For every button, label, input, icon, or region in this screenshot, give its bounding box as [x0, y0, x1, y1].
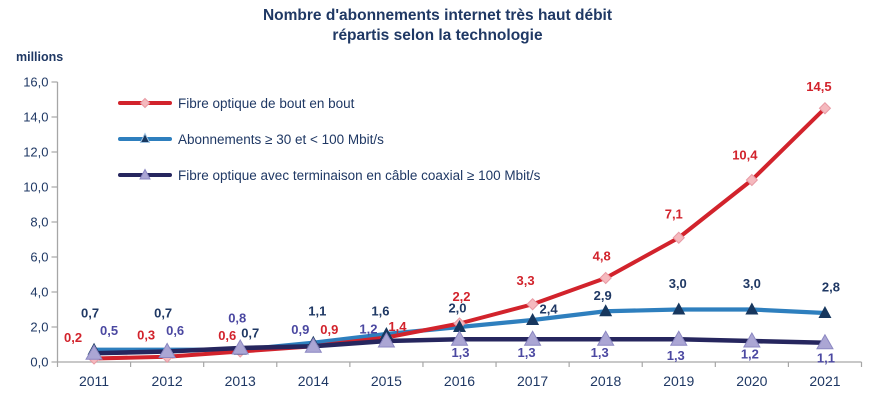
triangle-marker-icon	[599, 304, 613, 317]
triangle-marker-icon	[139, 132, 151, 143]
data-label-abonnements-30-100-2012: 0,7	[154, 305, 172, 320]
legend-marker-coaxial-triangle-icon	[118, 168, 172, 180]
chart-title-line1: Nombre d'abonnements internet très haut …	[262, 7, 613, 24]
diamond-marker-icon	[599, 271, 612, 285]
triangle-marker-icon	[158, 342, 176, 358]
x-tick-label-2019: 2019	[663, 373, 694, 389]
data-label-fibre-2020: 10,4	[732, 148, 758, 163]
x-tick-label-2013: 2013	[225, 373, 256, 389]
legend-label-fibre-optique: Fibre optique de bout en bout	[178, 95, 355, 111]
triangle-marker-icon	[743, 331, 761, 348]
triangle-marker-icon	[231, 338, 250, 355]
chart-title: Nombre d'abonnements internet très haut …	[0, 6, 875, 45]
y-tick-label: 14,0	[23, 110, 48, 125]
triangle-marker-icon	[377, 331, 396, 348]
legend-label-cable-coaxial: Fibre optique avec terminaison en câble …	[178, 167, 541, 183]
legend-item-fibre-optique: Fibre optique de bout en bout	[118, 94, 540, 112]
data-label-fibre-2017: 3,3	[517, 273, 535, 288]
x-tick-label-2020: 2020	[736, 373, 767, 389]
data-label-abonnements-30-100-2014: 1,1	[308, 303, 326, 318]
triangle-marker-icon	[139, 168, 151, 180]
triangle-marker-icon	[450, 330, 469, 346]
data-label-fibre-2013: 0,6	[218, 328, 236, 343]
triangle-marker-icon	[745, 302, 759, 315]
data-label-fibre-2021: 14,5	[806, 79, 831, 94]
triangle-marker-icon	[669, 330, 688, 346]
triangle-marker-icon	[85, 344, 103, 360]
data-label-coaxial-2016: 1,3	[451, 345, 469, 360]
data-label-fibre-2012: 0,3	[137, 327, 155, 342]
data-label-coaxial-2021: 1,1	[817, 350, 835, 365]
data-label-coaxial-2013: 0,8	[228, 311, 246, 326]
y-tick-label: 12,0	[23, 145, 48, 160]
data-label-coaxial-2017: 1,3	[518, 345, 536, 360]
data-label-fibre-2016: 2,2	[452, 289, 470, 304]
diamond-marker-icon	[672, 231, 685, 244]
y-axis-unit-label: millions	[16, 50, 64, 64]
data-label-abonnements-30-100-2020: 3,0	[743, 276, 761, 291]
triangle-marker-icon	[526, 313, 540, 325]
data-label-fibre-2011: 0,2	[64, 330, 82, 345]
x-tick-label-2016: 2016	[444, 373, 475, 389]
triangle-marker-icon	[596, 330, 615, 346]
data-label-fibre-2015: 1,4	[388, 319, 407, 334]
y-tick-label: 6,0	[30, 250, 48, 265]
data-label-coaxial-2012: 0,6	[166, 323, 184, 338]
y-tick-label: 16,0	[23, 75, 48, 90]
legend-item-cable-coaxial: Fibre optique avec terminaison en câble …	[118, 166, 540, 184]
data-label-coaxial-2014: 0,9	[291, 322, 309, 337]
data-label-abonnements-30-100-2021: 2,8	[822, 280, 840, 295]
triangle-marker-icon	[818, 306, 832, 318]
data-label-abonnements-30-100-2018: 2,9	[594, 288, 612, 303]
diamond-marker-icon	[139, 97, 151, 109]
data-label-fibre-2019: 7,1	[665, 206, 683, 221]
y-tick-label: 8,0	[30, 215, 48, 230]
y-tick-label: 10,0	[23, 180, 48, 195]
data-label-abonnements-30-100-2019: 3,0	[669, 276, 687, 291]
legend-label-abonnements-30-100: Abonnements ≥ 30 et < 100 Mbit/s	[178, 131, 384, 147]
triangle-marker-icon	[816, 333, 834, 350]
data-label-abonnements-30-100-2011: 0,7	[81, 305, 99, 320]
y-tick-label: 4,0	[30, 285, 48, 300]
legend-marker-fibre-diamond-icon	[118, 97, 172, 109]
legend: Fibre optique de bout en bout Abonnement…	[118, 94, 540, 202]
legend-item-abonnements-30-100: Abonnements ≥ 30 et < 100 Mbit/s	[118, 130, 540, 148]
chart-title-line2: répartis selon la technologie	[332, 26, 543, 44]
data-label-coaxial-2011: 0,5	[100, 323, 118, 338]
diamond-marker-icon	[818, 102, 832, 115]
data-label-coaxial-2019: 1,3	[667, 348, 685, 363]
x-tick-label-2012: 2012	[152, 373, 183, 389]
x-tick-label-2018: 2018	[590, 373, 621, 389]
x-tick-label-2017: 2017	[517, 373, 548, 389]
data-label-abonnements-30-100-2017: 2,4	[540, 302, 559, 317]
x-tick-label-2021: 2021	[809, 373, 840, 389]
y-tick-label: 2,0	[30, 320, 48, 335]
data-label-coaxial-2020: 1,2	[741, 347, 759, 362]
diamond-marker-icon	[745, 173, 759, 187]
legend-marker-abonnements-triangle-icon	[118, 132, 172, 143]
data-label-fibre-2018: 4,8	[593, 249, 611, 264]
x-tick-label-2014: 2014	[298, 373, 329, 389]
triangle-marker-icon	[672, 302, 686, 315]
x-tick-label-2015: 2015	[371, 373, 402, 389]
triangle-marker-icon	[453, 320, 466, 332]
x-tick-label-2011: 2011	[79, 373, 109, 389]
data-label-coaxial-2015: 1,2	[359, 322, 377, 337]
diamond-marker-icon	[526, 298, 539, 311]
data-label-coaxial-2018: 1,3	[591, 345, 609, 360]
data-label-abonnements-30-100-2015: 1,6	[371, 304, 389, 319]
triangle-marker-icon	[523, 330, 542, 346]
data-label-abonnements-30-100-2013: 0,7	[241, 325, 259, 340]
data-label-abonnements-30-100-2016: 2,0	[448, 301, 466, 316]
data-label-fibre-2014: 0,9	[320, 322, 338, 337]
triangle-marker-icon	[304, 337, 323, 353]
y-tick-label: 0,0	[30, 355, 48, 370]
